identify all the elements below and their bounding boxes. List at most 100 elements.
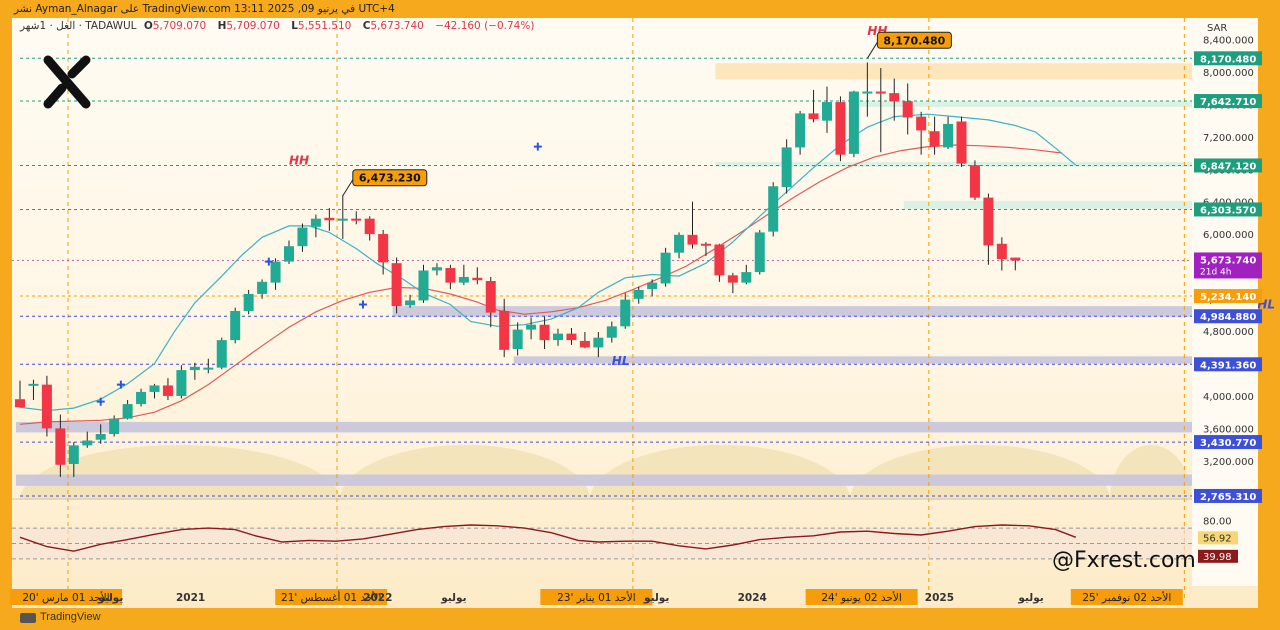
candle-body xyxy=(109,418,120,435)
cycle-arc xyxy=(340,445,590,500)
cycle-arc xyxy=(20,445,340,500)
candle-body xyxy=(781,147,792,188)
candle-body xyxy=(82,440,93,446)
candle-body xyxy=(364,218,375,235)
rsi-value-1: 56.92 xyxy=(1203,533,1232,544)
fxrest-watermark: @Fxrest.com xyxy=(1052,548,1196,573)
rsi-value-tag xyxy=(1198,531,1238,545)
candle-body xyxy=(633,289,644,299)
candle-body xyxy=(969,165,980,198)
ema-fast-line xyxy=(19,113,1077,412)
candle-body xyxy=(68,445,79,464)
candle-body xyxy=(727,275,738,283)
candle-body xyxy=(243,293,254,311)
candle-body xyxy=(647,282,658,290)
close-value: 5,673.740 xyxy=(370,20,424,32)
candle-body xyxy=(431,267,442,271)
candle-body xyxy=(835,102,846,155)
candle-body xyxy=(149,385,160,392)
price-level-label: 5,234.140 xyxy=(1200,292,1256,303)
candle-body xyxy=(593,337,604,348)
publish-line: نشر Ayman_Alnagar على TradingView.com في… xyxy=(14,3,395,15)
x-axis-label: الأحد 01 مارس '20 xyxy=(22,591,109,604)
x-axis-label: الأحد 01 يناير '23 xyxy=(557,591,636,604)
callout-pointer xyxy=(342,179,354,196)
candle-body xyxy=(189,366,200,371)
candle-body xyxy=(579,340,590,348)
price-level-label: 4,984.880 xyxy=(1200,312,1256,323)
cycle-arc xyxy=(1110,445,1192,500)
price-level-tag xyxy=(1194,158,1262,173)
footer-bar: TradingView xyxy=(12,608,1258,630)
high-label: H xyxy=(217,20,227,32)
x-label-highlight xyxy=(275,589,388,605)
close-label: C xyxy=(362,20,371,32)
candle-body xyxy=(136,391,147,405)
candle-body xyxy=(848,91,859,154)
rsi-line xyxy=(19,524,1077,552)
candle-body xyxy=(28,383,39,386)
cross-marker xyxy=(96,397,105,406)
candle-body xyxy=(741,272,752,283)
zone-purple xyxy=(513,356,1192,364)
current-price-label: 5,673.740 xyxy=(1200,255,1256,266)
candle-body xyxy=(310,218,321,227)
price-level-tag xyxy=(1194,309,1262,324)
candle-body xyxy=(674,234,685,253)
candle-body xyxy=(418,270,429,301)
candle-body xyxy=(875,91,886,94)
price-level-label: 4,391.360 xyxy=(1200,360,1256,371)
candle-body xyxy=(95,434,106,440)
candle-body xyxy=(485,281,496,313)
callout-pointer xyxy=(866,42,878,59)
y-tick-label: 8,400.000 xyxy=(1203,36,1254,47)
candle-body xyxy=(526,324,537,330)
candle-body xyxy=(822,102,832,121)
annotation-hl: HL xyxy=(612,354,630,368)
candle-body xyxy=(553,333,563,341)
price-level-label: 6,303.570 xyxy=(1200,205,1256,216)
y-tick-label: 4,000.000 xyxy=(1203,392,1254,403)
candle-body xyxy=(983,197,994,246)
zone-purple xyxy=(392,306,1193,317)
price-level-tag xyxy=(1194,94,1262,109)
rsi-value-2: 39.98 xyxy=(1203,552,1232,563)
candle-body xyxy=(566,333,577,341)
cycle-arc xyxy=(590,445,850,500)
cross-marker xyxy=(264,257,273,266)
candle-body xyxy=(1010,257,1021,261)
open-value: 5,709.070 xyxy=(152,20,207,32)
symbol-line: الغل · 1شهر · TADAWUL xyxy=(20,20,137,32)
countdown-label: 21d 4h xyxy=(1200,267,1231,277)
cross-marker xyxy=(358,300,367,309)
high-value: 5,709.070 xyxy=(226,20,280,32)
cross-marker xyxy=(116,380,125,389)
candle-body xyxy=(929,131,940,147)
zone-purple xyxy=(16,421,1192,433)
price-level-tag xyxy=(1194,357,1262,372)
y-tick-label: 3,200.000 xyxy=(1203,457,1254,468)
zone-green xyxy=(715,161,1192,167)
candle-body xyxy=(714,244,725,276)
candle-body xyxy=(889,93,900,102)
candle-body xyxy=(203,367,214,370)
change-value: −42.160 (−0.74%) xyxy=(435,20,535,32)
price-level-label: 6,847.120 xyxy=(1200,161,1256,172)
x-label-highlight xyxy=(1070,589,1183,605)
x-axis-label: الأحد 02 يونيو '24 xyxy=(821,591,901,604)
candle-body xyxy=(216,340,227,368)
y-tick-label: 4,800.000 xyxy=(1203,327,1254,338)
candle-body xyxy=(660,252,671,284)
candle-body xyxy=(15,399,25,408)
x-axis-label: 2025 xyxy=(925,592,954,604)
callout-label: 8,170.480 xyxy=(883,34,945,47)
price-level-tag xyxy=(1194,488,1262,503)
x-axis-label: الأحد 01 أغسطس '21 xyxy=(281,590,381,604)
price-level-tag xyxy=(1194,51,1262,66)
tradingview-brand: TradingView xyxy=(40,611,101,623)
zone-purple xyxy=(16,474,1192,486)
x-label-highlight xyxy=(540,589,653,605)
candle-body xyxy=(337,218,348,221)
open-label: O xyxy=(143,20,153,32)
